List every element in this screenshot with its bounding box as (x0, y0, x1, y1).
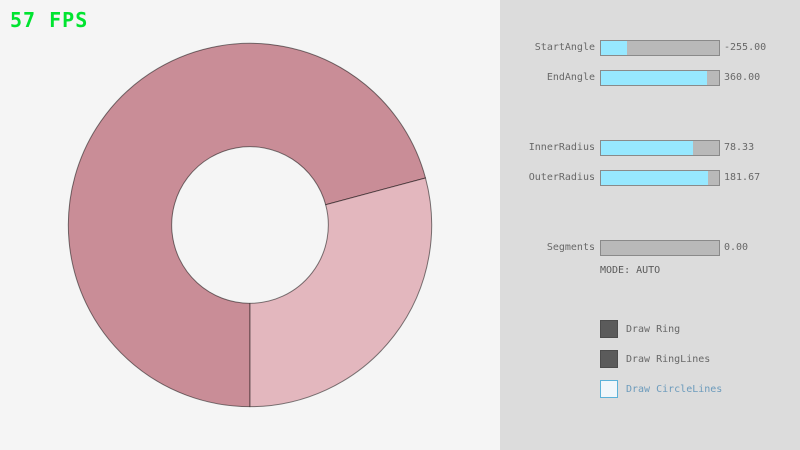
draw-circlelines-checkbox[interactable]: Draw CircleLines (600, 380, 722, 398)
checkbox-box-icon[interactable] (600, 320, 618, 338)
checkbox-box-icon[interactable] (600, 350, 618, 368)
segments-value: 0.00 (724, 242, 749, 253)
ring-sector-dark (67, 42, 427, 408)
inner-radius-row: InnerRadius 78.33 (500, 140, 800, 156)
outer-radius-row: OuterRadius 181.67 (500, 170, 800, 186)
end-angle-label: EndAngle (546, 72, 595, 83)
draw-ringlines-checkbox[interactable]: Draw RingLines (600, 350, 710, 368)
inner-radius-slider-fill (601, 141, 694, 155)
ring-sector-light (249, 177, 433, 408)
start-angle-value: -255.00 (724, 42, 767, 53)
outer-radius-slider[interactable] (600, 170, 720, 186)
end-angle-row: EndAngle 360.00 (500, 70, 800, 86)
inner-radius-value: 78.33 (724, 142, 755, 153)
inner-radius-slider[interactable] (600, 140, 720, 156)
end-angle-slider-fill (601, 71, 708, 85)
start-angle-row: StartAngle -255.00 (500, 40, 800, 56)
draw-ringlines-label: Draw RingLines (626, 353, 711, 365)
outer-radius-label: OuterRadius (528, 172, 595, 183)
ring-drawing (67, 42, 433, 408)
start-angle-slider-fill (601, 41, 627, 55)
end-angle-slider[interactable] (600, 70, 720, 86)
segments-label: Segments (546, 242, 595, 253)
outer-radius-value: 181.67 (724, 172, 761, 183)
draw-ring-checkbox[interactable]: Draw Ring (600, 320, 680, 338)
segments-slider[interactable] (600, 240, 720, 256)
inner-radius-label: InnerRadius (528, 142, 595, 153)
start-angle-slider[interactable] (600, 40, 720, 56)
segments-mode-text: MODE: AUTO (600, 265, 661, 276)
draw-ring-label: Draw Ring (626, 323, 681, 335)
fps-counter: 57 FPS (10, 8, 89, 32)
end-angle-value: 360.00 (724, 72, 761, 83)
outer-radius-slider-fill (601, 171, 709, 185)
draw-circlelines-label: Draw CircleLines (626, 383, 723, 395)
segments-row: Segments 0.00 (500, 240, 800, 256)
controls-panel: StartAngle -255.00 EndAngle 360.00 Inner… (500, 0, 800, 450)
start-angle-label: StartAngle (534, 42, 595, 53)
checkbox-box-icon[interactable] (600, 380, 618, 398)
